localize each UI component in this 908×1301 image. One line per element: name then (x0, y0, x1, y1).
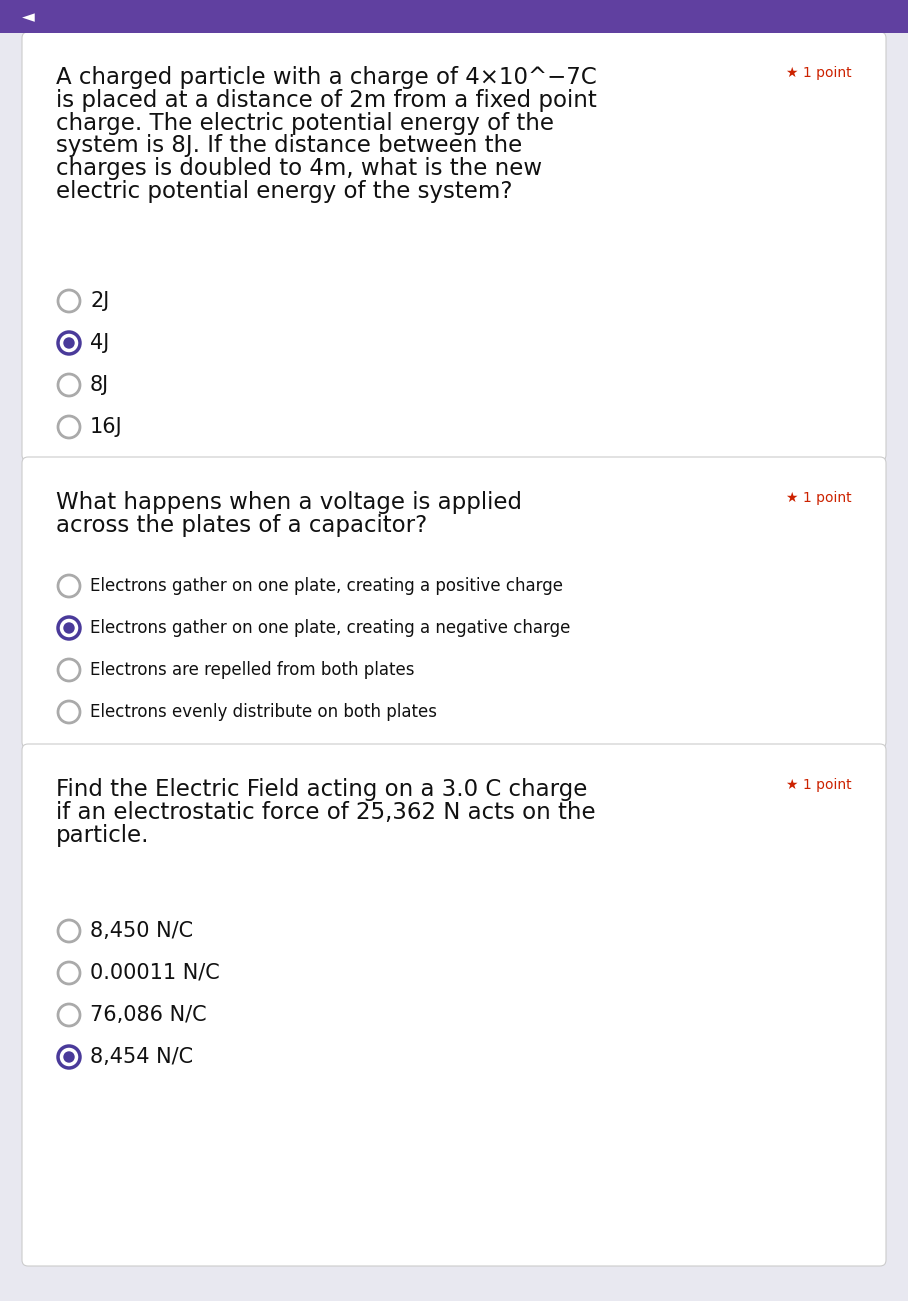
Text: charges is doubled to 4m, what is the new: charges is doubled to 4m, what is the ne… (56, 157, 542, 180)
Text: 8J: 8J (90, 375, 109, 396)
Circle shape (58, 1046, 80, 1068)
Text: 4J: 4J (90, 333, 109, 353)
FancyBboxPatch shape (22, 744, 886, 1266)
Text: if an electrostatic force of 25,362 N acts on the: if an electrostatic force of 25,362 N ac… (56, 801, 596, 824)
Text: Electrons gather on one plate, creating a positive charge: Electrons gather on one plate, creating … (90, 578, 563, 595)
Text: 16J: 16J (90, 418, 123, 437)
Circle shape (58, 617, 80, 639)
Text: electric potential energy of the system?: electric potential energy of the system? (56, 180, 512, 203)
Circle shape (58, 332, 80, 354)
Text: Electrons evenly distribute on both plates: Electrons evenly distribute on both plat… (90, 703, 437, 721)
Text: Find the Electric Field acting on a 3.0 C charge: Find the Electric Field acting on a 3.0 … (56, 778, 587, 801)
Text: A charged particle with a charge of 4×10^−7C: A charged particle with a charge of 4×10… (56, 66, 597, 88)
Text: What happens when a voltage is applied: What happens when a voltage is applied (56, 490, 522, 514)
Circle shape (58, 961, 80, 984)
Circle shape (58, 701, 80, 723)
Circle shape (58, 416, 80, 438)
Text: across the plates of a capacitor?: across the plates of a capacitor? (56, 514, 428, 537)
Circle shape (58, 575, 80, 597)
Text: 8,454 N/C: 8,454 N/C (90, 1047, 193, 1067)
Circle shape (58, 373, 80, 396)
FancyBboxPatch shape (22, 457, 886, 748)
Circle shape (58, 1004, 80, 1026)
Text: particle.: particle. (56, 824, 150, 847)
Circle shape (58, 920, 80, 942)
Text: Electrons gather on one plate, creating a negative charge: Electrons gather on one plate, creating … (90, 619, 570, 637)
Text: ★ 1 point: ★ 1 point (786, 778, 852, 792)
Text: ★ 1 point: ★ 1 point (786, 490, 852, 505)
Text: system is 8J. If the distance between the: system is 8J. If the distance between th… (56, 134, 522, 157)
Text: 2J: 2J (90, 291, 109, 311)
Text: Electrons are repelled from both plates: Electrons are repelled from both plates (90, 661, 414, 679)
Text: is placed at a distance of 2m from a fixed point: is placed at a distance of 2m from a fix… (56, 88, 597, 112)
Text: 76,086 N/C: 76,086 N/C (90, 1004, 207, 1025)
Circle shape (64, 337, 74, 349)
Text: ★ 1 point: ★ 1 point (786, 66, 852, 79)
Circle shape (58, 290, 80, 312)
Text: charge. The electric potential energy of the: charge. The electric potential energy of… (56, 112, 554, 134)
Text: 8,450 N/C: 8,450 N/C (90, 921, 193, 941)
Circle shape (58, 660, 80, 680)
FancyBboxPatch shape (0, 0, 908, 33)
Text: ◄: ◄ (22, 8, 35, 26)
Text: 0.00011 N/C: 0.00011 N/C (90, 963, 220, 984)
Circle shape (64, 622, 74, 634)
FancyBboxPatch shape (22, 33, 886, 461)
Circle shape (64, 1051, 74, 1063)
